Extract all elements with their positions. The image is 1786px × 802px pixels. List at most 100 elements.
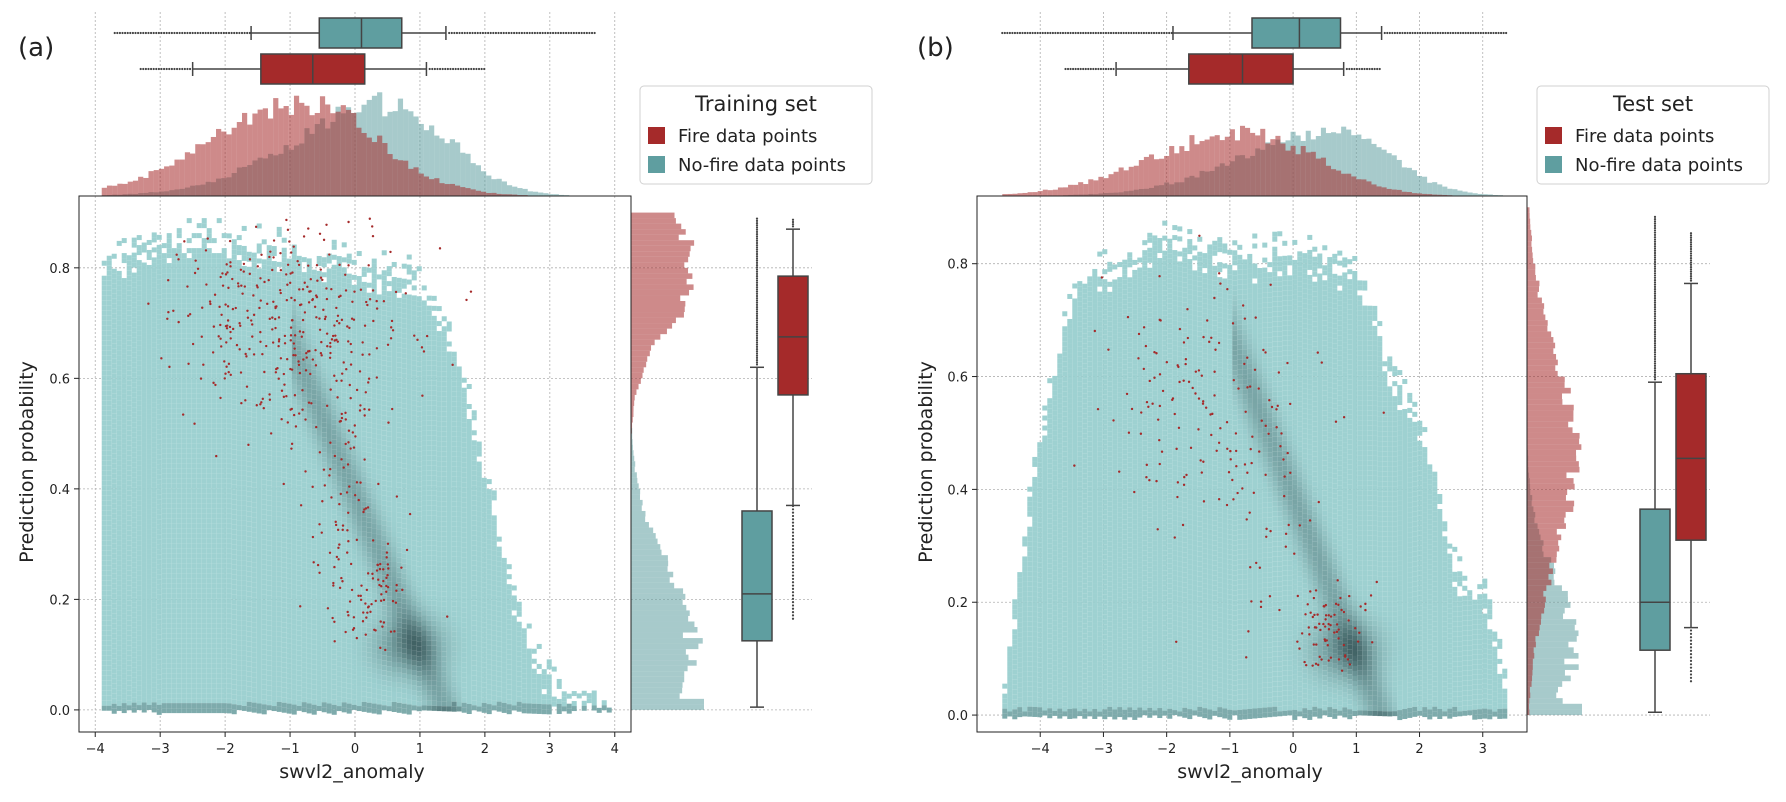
panel-a-density-cell [131, 562, 137, 568]
panel-a-density-cell [121, 293, 127, 299]
panel-a-density-cell [201, 693, 207, 699]
panel-a-density-cell [256, 478, 262, 484]
panel-a-density-cell [311, 424, 317, 430]
panel-a-density-cell [241, 250, 247, 256]
panel-a-density-cell [111, 343, 117, 349]
panel-a-density-cell [291, 559, 297, 565]
panel-a-density-cell [211, 563, 217, 569]
panel-a-density-cell [286, 408, 292, 414]
panel-a-density-cell [276, 361, 282, 367]
panel-a-density-cell [246, 281, 252, 287]
panel-a-density-cell [136, 510, 142, 516]
panel-a-density-cell [336, 591, 342, 597]
panel-a-density-cell [136, 245, 142, 251]
panel-a-density-cell [176, 548, 182, 554]
panel-a-density-cell [241, 315, 247, 321]
panel-a-density-cell [236, 495, 242, 501]
panel-a-density-cell [256, 363, 262, 369]
panel-a-density-cell [161, 688, 167, 694]
panel-a-density-cell [216, 438, 222, 444]
panel-a-density-cell [161, 583, 167, 589]
panel-a-density-cell [251, 612, 257, 618]
panel-a-density-cell [191, 683, 197, 689]
panel-a-density-cell [161, 478, 167, 484]
panel-a-density-cell [296, 430, 302, 436]
panel-a-density-cell [311, 464, 317, 470]
panel-a-density-cell [276, 296, 282, 302]
panel-a-density-cell [151, 327, 157, 333]
panel-a-density-cell [246, 361, 252, 367]
panel-a-density-cell [276, 401, 282, 407]
panel-a-density-cell [216, 633, 222, 639]
panel-a-density-cell [106, 340, 112, 346]
panel-a-density-cell [151, 462, 157, 468]
panel-a-density-cell [111, 288, 117, 294]
panel-a-density-cell [116, 300, 122, 306]
panel-a-density-cell [246, 486, 252, 492]
panel-a-density-cell [346, 318, 352, 324]
panel-a-density-cell [151, 702, 157, 708]
panel-a-density-cell [321, 597, 327, 603]
panel-a-density-cell [246, 481, 252, 487]
panel-a-density-cell [116, 565, 122, 571]
panel-a-density-cell [131, 452, 137, 458]
panel-a-density-cell [136, 450, 142, 456]
panel-a-density-cell [291, 694, 297, 700]
panel-a-x-box-nofire-flier [481, 31, 485, 35]
panel-a-density-cell [196, 383, 202, 389]
panel-a-density-cell [121, 278, 127, 284]
panel-a-density-cell [246, 496, 252, 502]
panel-a-density-cell [186, 663, 192, 669]
panel-a-density-cell [111, 363, 117, 369]
panel-a-density-cell [271, 396, 277, 402]
panel-a-density-cell [201, 338, 207, 344]
panel-a-density-cell [171, 448, 177, 454]
panel-a-density-cell [236, 305, 242, 311]
panel-a-x-box-nofire-flier [450, 31, 453, 35]
panel-a-density-cell [291, 464, 297, 470]
panel-a-density-cell [291, 524, 297, 530]
panel-a-density-cell [226, 303, 232, 309]
panel-a-density-cell [261, 624, 267, 630]
panel-a-density-cell [281, 567, 287, 573]
panel-a-density-cell [201, 398, 207, 404]
panel-a-density-cell [131, 657, 137, 663]
panel-a-density-cell [161, 318, 167, 324]
panel-a-density-cell [321, 652, 327, 658]
panel-a-x-box-nofire-flier [487, 31, 490, 35]
panel-a-density-cell [111, 358, 117, 364]
panel-a-density-cell [216, 658, 222, 664]
panel-a-density-cell [336, 566, 342, 572]
panel-a-density-cell [266, 640, 272, 646]
panel-a-x-box-nofire-flier [227, 31, 231, 35]
panel-a-density-cell [286, 418, 292, 424]
panel-a-density-cell [271, 656, 277, 662]
panel-a-density-cell [221, 293, 227, 299]
panel-a-density-cell [116, 320, 122, 326]
panel-a-density-cell [241, 310, 247, 316]
panel-a-density-cell [306, 323, 312, 329]
panel-a-density-cell [256, 518, 262, 524]
panel-a-density-cell [271, 666, 277, 672]
panel-a-density-cell [141, 452, 147, 458]
panel-a-density-cell [226, 648, 232, 654]
panel-a-density-cell [206, 668, 212, 674]
panel-a-x-box-nofire-flier [463, 31, 466, 35]
panel-a-density-cell [146, 249, 152, 255]
panel-a-density-cell [236, 570, 242, 576]
panel-a-density-cell [181, 283, 187, 289]
panel-a-density-cell [131, 392, 137, 398]
panel-a-density-cell [181, 613, 187, 619]
panel-a-density-cell [286, 568, 292, 574]
panel-a-density-cell [266, 450, 272, 456]
panel-a-x-hist-nofire-bar [444, 143, 450, 196]
panel-a-density-cell [121, 428, 127, 434]
panel-a-density-cell [206, 548, 212, 554]
panel-a-density-cell [176, 268, 182, 274]
panel-a-density-cell [111, 623, 117, 629]
panel-a-density-cell [246, 561, 252, 567]
panel-a-density-cell [116, 385, 122, 391]
panel-a-density-cell [346, 688, 352, 694]
panel-a-density-cell [106, 615, 112, 621]
panel-a-density-cell [226, 438, 232, 444]
